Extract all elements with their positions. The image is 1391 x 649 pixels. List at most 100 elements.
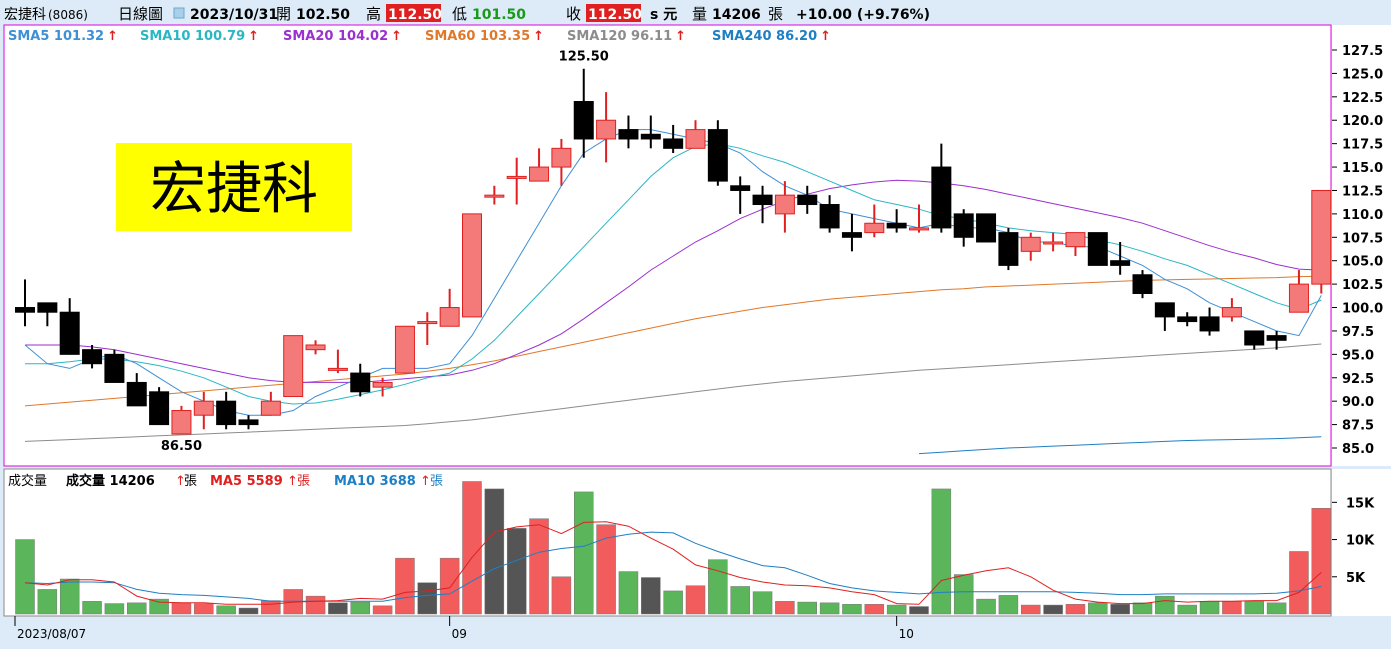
candle bbox=[730, 176, 751, 214]
candle-body bbox=[350, 372, 371, 393]
volume-bar bbox=[261, 600, 281, 615]
candle bbox=[1221, 298, 1242, 322]
candle bbox=[59, 298, 80, 355]
candle bbox=[305, 340, 326, 355]
candle bbox=[1110, 241, 1131, 275]
volume-bar bbox=[1199, 601, 1220, 615]
banner-box bbox=[116, 143, 352, 231]
low-label: 低 bbox=[452, 5, 467, 23]
volume-bar bbox=[551, 576, 572, 615]
price-tick-label: 125.0 bbox=[1342, 67, 1383, 82]
price-axis: 127.5 125.0 122.5 120.0 117.5 115.0 112.5 110.0… bbox=[1332, 44, 1383, 457]
low-value: 101.50 bbox=[472, 7, 526, 23]
candle bbox=[216, 391, 237, 430]
volume-bar bbox=[886, 604, 907, 615]
volume-bar bbox=[82, 601, 102, 615]
volume-axis-area bbox=[1332, 469, 1391, 616]
ma-legend-item: SMA120 96.11 bbox=[567, 29, 672, 44]
ma-legend-item: SMA10 100.79 bbox=[140, 29, 245, 44]
high-badge bbox=[386, 4, 441, 22]
ma-legend: SMA5 101.32 ↑ SMA10 100.79 ↑ SMA20 104.02 ↑ SM… bbox=[8, 29, 831, 44]
candle-body bbox=[1288, 283, 1309, 313]
volume-bar bbox=[194, 603, 214, 615]
volume-bar bbox=[1021, 604, 1041, 615]
candle-body bbox=[1154, 302, 1175, 318]
candle-body bbox=[1110, 260, 1131, 266]
candle bbox=[551, 138, 572, 186]
candle-body bbox=[774, 194, 795, 215]
volume-bar bbox=[1110, 604, 1130, 615]
volume-bar bbox=[15, 539, 35, 615]
candle bbox=[417, 312, 438, 345]
price-annotation: 125.50 bbox=[559, 50, 609, 65]
candle bbox=[909, 204, 929, 233]
header-bar: 宏捷科 (8086) 日線圖 2023/10/31 開 102.50 高 112.… bbox=[0, 0, 1391, 24]
candle bbox=[1065, 232, 1086, 257]
candle bbox=[774, 181, 795, 233]
vol-ma5-legend: MA5 5589 bbox=[210, 474, 283, 489]
price-annotations: 125.50 86.50 bbox=[161, 50, 609, 454]
price-tick-label: 107.5 bbox=[1342, 231, 1383, 246]
ma-legend-item: SMA240 86.20 bbox=[712, 29, 817, 44]
close-value: 112.50 bbox=[588, 7, 642, 23]
volume-label: 量 bbox=[692, 5, 707, 23]
stock-banner: 宏捷科 bbox=[116, 143, 352, 231]
candle bbox=[126, 373, 147, 407]
volume-bar bbox=[1177, 604, 1197, 615]
candle bbox=[886, 209, 907, 233]
candle-body bbox=[998, 232, 1019, 266]
volume-bar bbox=[238, 607, 259, 615]
volume-bar bbox=[775, 601, 795, 615]
candle-body bbox=[841, 232, 862, 238]
candle-body bbox=[886, 222, 907, 229]
volume-bar bbox=[1311, 508, 1332, 615]
calendar-icon[interactable] bbox=[173, 7, 185, 19]
volume-up-arrow-icon: ↑ bbox=[175, 474, 186, 489]
candle bbox=[1266, 330, 1287, 350]
volume-bar bbox=[1043, 604, 1063, 615]
sma240-line bbox=[918, 436, 1322, 455]
candle-body bbox=[931, 166, 952, 229]
candle bbox=[1043, 232, 1064, 252]
candle bbox=[506, 157, 527, 205]
candle-body bbox=[819, 204, 840, 229]
candle bbox=[618, 115, 639, 149]
volume-bar bbox=[171, 602, 192, 615]
candle-body bbox=[596, 119, 617, 140]
candle bbox=[797, 185, 818, 214]
sma20-line bbox=[25, 179, 1322, 383]
volume-bar bbox=[574, 491, 594, 615]
candle-body bbox=[149, 391, 170, 426]
candle-body bbox=[1065, 232, 1086, 248]
volume-bar bbox=[127, 602, 147, 615]
candle bbox=[1288, 270, 1309, 313]
candle-body bbox=[1020, 236, 1041, 252]
candle-body bbox=[1221, 307, 1242, 318]
volume-bars bbox=[15, 481, 1332, 615]
candle bbox=[171, 405, 192, 435]
candle bbox=[37, 302, 58, 327]
price-tick-label: 87.5 bbox=[1342, 419, 1374, 434]
candle bbox=[1199, 307, 1220, 336]
candle bbox=[350, 363, 371, 397]
candle-body bbox=[797, 194, 818, 206]
volume-legend-value: 成交量 14206 bbox=[66, 473, 155, 489]
date-tick-label: 2023/08/07 bbox=[17, 627, 86, 641]
candle-body bbox=[1311, 189, 1332, 285]
candle-body bbox=[126, 381, 147, 407]
candle bbox=[1087, 232, 1108, 266]
candle-body bbox=[707, 129, 728, 182]
price-tick-label: 100.0 bbox=[1342, 302, 1383, 317]
candle bbox=[484, 185, 505, 205]
volume-bar bbox=[506, 528, 527, 615]
candle bbox=[998, 227, 1019, 271]
volume-bar bbox=[1065, 604, 1086, 615]
volume-bar bbox=[1266, 602, 1287, 615]
candle bbox=[685, 120, 706, 149]
candle bbox=[82, 344, 103, 369]
price-tick-label: 85.0 bbox=[1342, 442, 1374, 457]
date-tick-label: 09 bbox=[452, 627, 467, 641]
candle-body bbox=[573, 101, 594, 140]
price-tick-label: 92.5 bbox=[1342, 372, 1374, 387]
candle-body bbox=[394, 325, 415, 374]
